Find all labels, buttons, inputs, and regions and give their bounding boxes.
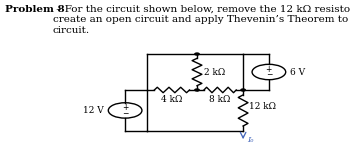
Text: +: + <box>266 65 272 74</box>
Text: 6 V: 6 V <box>290 67 305 76</box>
Text: Problem 8: Problem 8 <box>5 5 65 14</box>
Text: – For the circuit shown below, remove the 12 kΩ resistor to
create an open circu: – For the circuit shown below, remove th… <box>52 5 350 35</box>
Circle shape <box>195 89 199 91</box>
Text: +: + <box>122 103 128 112</box>
Text: Iₒ: Iₒ <box>247 136 254 144</box>
Text: 8 kΩ: 8 kΩ <box>209 95 231 104</box>
Text: −: − <box>122 109 128 118</box>
Text: −: − <box>266 70 272 79</box>
Text: 12 kΩ: 12 kΩ <box>249 102 276 111</box>
Text: 2 kΩ: 2 kΩ <box>204 67 225 76</box>
Text: 12 V: 12 V <box>84 106 104 115</box>
Circle shape <box>241 89 245 91</box>
Text: 4 kΩ: 4 kΩ <box>161 95 183 104</box>
Circle shape <box>195 53 199 55</box>
